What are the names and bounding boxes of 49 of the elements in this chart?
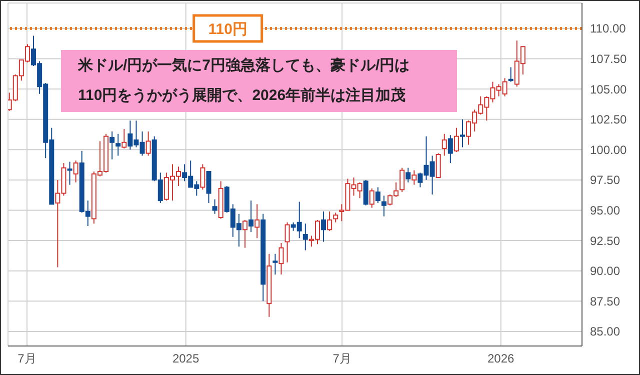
candlestick bbox=[442, 133, 447, 156]
candlestick bbox=[406, 167, 411, 183]
candlestick bbox=[333, 212, 338, 223]
y-tick-label: 110.00 bbox=[590, 22, 626, 36]
candlestick bbox=[67, 161, 72, 186]
candlestick bbox=[400, 167, 405, 193]
x-tick-label: 2026 bbox=[488, 352, 515, 366]
x-tick-label: 7月 bbox=[332, 352, 352, 366]
candlestick bbox=[460, 118, 465, 148]
candlestick bbox=[212, 198, 218, 214]
y-tick-label: 92.50 bbox=[590, 234, 620, 248]
candlestick bbox=[206, 170, 212, 204]
candlestick bbox=[116, 133, 121, 156]
candlestick bbox=[508, 66, 514, 82]
candlestick bbox=[272, 253, 278, 275]
candlestick bbox=[200, 164, 206, 190]
candlestick bbox=[412, 170, 417, 186]
candlestick bbox=[381, 195, 386, 217]
candlestick bbox=[375, 186, 380, 204]
candlestick bbox=[110, 130, 115, 160]
y-tick-label: 100.00 bbox=[590, 142, 628, 157]
candlestick bbox=[254, 204, 260, 239]
y-tick-label: 97.50 bbox=[590, 173, 620, 188]
candlestick bbox=[436, 152, 441, 178]
candlestick bbox=[284, 222, 290, 263]
candlestick bbox=[122, 128, 127, 149]
x-tick-label: 7月 bbox=[18, 352, 36, 366]
candlestick bbox=[363, 179, 368, 206]
candlestick bbox=[73, 160, 78, 183]
x-tick-label: 2025 bbox=[172, 352, 200, 366]
candlestick bbox=[242, 219, 248, 248]
y-tick-label: 107.50 bbox=[590, 52, 628, 66]
candlestick bbox=[248, 200, 254, 233]
candlestick bbox=[369, 188, 374, 208]
y-tick-label: 105.00 bbox=[590, 82, 628, 96]
y-tick-label: 95.00 bbox=[590, 204, 620, 218]
y-tick-label: 90.00 bbox=[590, 264, 620, 278]
candlestick bbox=[146, 130, 151, 156]
y-tick-label: 87.50 bbox=[590, 294, 620, 308]
candlestick bbox=[302, 223, 308, 251]
candlestick bbox=[321, 210, 326, 242]
candlestick bbox=[327, 210, 332, 232]
y-tick-label: 85.00 bbox=[590, 324, 620, 339]
callout-box: 米ドル/円が一気に7円強急落しても、豪ドル/円は 110円をうかがう展開で、2026年前半は注目加茂 bbox=[61, 50, 457, 112]
ref-line-label: 110円 bbox=[208, 20, 248, 38]
candlestick bbox=[448, 134, 453, 164]
y-tick-label: 102.50 bbox=[590, 112, 628, 127]
candlestick bbox=[454, 127, 459, 153]
candlestick bbox=[278, 242, 284, 275]
